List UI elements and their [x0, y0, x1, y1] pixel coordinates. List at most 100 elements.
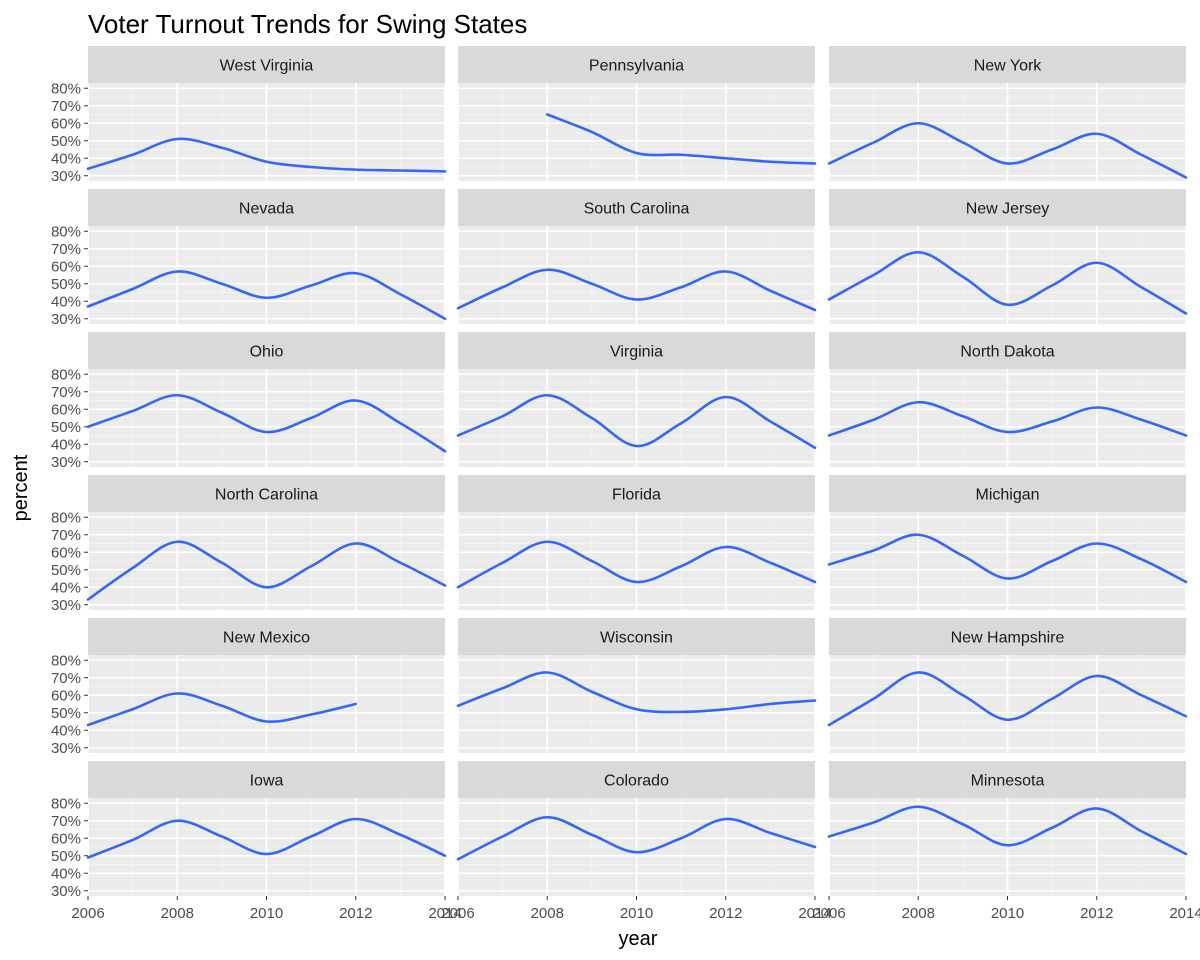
strip-background: [88, 475, 445, 512]
strip-background: [829, 761, 1186, 798]
y-tick-label: 50%: [51, 276, 81, 293]
strip-label: West Virginia: [220, 58, 314, 75]
x-tick-label: 2010: [991, 905, 1024, 922]
x-tick-label: 2012: [339, 905, 372, 922]
y-tick-label: 70%: [51, 527, 81, 544]
strip-label: Wisconsin: [600, 630, 673, 647]
y-tick-label: 40%: [51, 293, 81, 310]
facet-panel: Virginia: [456, 332, 817, 467]
strip-background: [88, 761, 445, 798]
facet-panel: North Dakota: [827, 332, 1188, 467]
facet-panel: West Virginia 30%40%50%60%70%80%: [51, 46, 447, 185]
strip-background: [829, 46, 1186, 83]
strip-background: [829, 475, 1186, 512]
y-tick-label: 40%: [51, 865, 81, 882]
x-tick-label: 2010: [250, 905, 283, 922]
strip-label: Ohio: [250, 344, 284, 361]
facet-panel: Nevada 30%40%50%60%70%80%: [51, 189, 447, 328]
facet-panel: Ohio 30%40%50%60%70%80%: [51, 332, 447, 471]
strip-label: Nevada: [239, 201, 294, 218]
facet-panel: Iowa 30%40%50%60%70%80%: [51, 761, 447, 900]
strip-label: Michigan: [975, 487, 1039, 504]
y-tick-label: 50%: [51, 562, 81, 579]
y-tick-label: 50%: [51, 419, 81, 436]
x-tick-label: 2012: [1080, 905, 1113, 922]
y-tick-label: 80%: [51, 223, 81, 240]
facet-panel: North Carolina 30%40%50%60%70%80%: [51, 475, 447, 614]
strip-label: Virginia: [610, 344, 663, 361]
strip-label: Colorado: [604, 773, 669, 790]
strip-label: Minnesota: [971, 773, 1045, 790]
y-tick-label: 80%: [51, 652, 81, 669]
facet-panel: Wisconsin: [456, 618, 817, 753]
x-tick-label: 2008: [531, 905, 564, 922]
strip-background: [88, 189, 445, 226]
x-tick-label: 2012: [709, 905, 742, 922]
strip-label: South Carolina: [584, 201, 690, 218]
y-tick-label: 70%: [51, 98, 81, 115]
facet-panel: Minnesota: [827, 761, 1188, 896]
strip-background: [458, 332, 815, 369]
y-tick-label: 30%: [51, 311, 81, 328]
facet-panel: Florida: [456, 475, 817, 610]
x-tick-label: 2008: [902, 905, 935, 922]
y-tick-label: 50%: [51, 848, 81, 865]
strip-label: New Mexico: [223, 630, 310, 647]
y-tick-label: 80%: [51, 80, 81, 97]
y-tick-label: 70%: [51, 813, 81, 830]
x-tick-label: 2014: [798, 905, 831, 922]
strip-label: Florida: [612, 487, 661, 504]
y-tick-label: 70%: [51, 384, 81, 401]
strip-background: [458, 189, 815, 226]
strip-background: [88, 618, 445, 655]
x-tick-label: 2006: [441, 905, 474, 922]
x-tick-label: 2006: [71, 905, 104, 922]
y-tick-label: 40%: [51, 579, 81, 596]
strip-background: [88, 332, 445, 369]
y-tick-label: 60%: [51, 115, 81, 132]
y-tick-label: 80%: [51, 509, 81, 526]
facet-panel: New Jersey: [827, 189, 1188, 324]
facet-panel: Pennsylvania: [457, 46, 817, 181]
x-tick-label: 2010: [620, 905, 653, 922]
strip-label: Iowa: [250, 773, 284, 790]
y-tick-label: 40%: [51, 436, 81, 453]
strip-background: [829, 618, 1186, 655]
y-tick-label: 60%: [51, 544, 81, 561]
y-tick-label: 80%: [51, 366, 81, 383]
strip-background: [829, 189, 1186, 226]
strip-label: North Dakota: [960, 344, 1054, 361]
strip-label: North Carolina: [215, 487, 318, 504]
facet-panel: Colorado: [456, 761, 817, 896]
y-tick-label: 60%: [51, 401, 81, 418]
facet-panel: New Hampshire: [827, 618, 1188, 753]
strip-label: New Hampshire: [951, 630, 1065, 647]
y-tick-label: 50%: [51, 133, 81, 150]
x-tick-label: 2014: [1169, 905, 1200, 922]
facet-panel: New Mexico 30%40%50%60%70%80%: [51, 618, 446, 757]
y-tick-label: 30%: [51, 597, 81, 614]
y-tick-label: 60%: [51, 687, 81, 704]
y-tick-label: 40%: [51, 722, 81, 739]
strip-background: [458, 46, 815, 83]
y-tick-label: 30%: [51, 883, 81, 900]
y-tick-label: 40%: [51, 150, 81, 167]
y-tick-label: 70%: [51, 241, 81, 258]
strip-background: [458, 475, 815, 512]
strip-background: [458, 761, 815, 798]
y-tick-label: 60%: [51, 258, 81, 275]
facet-panel: New York: [827, 46, 1188, 181]
y-tick-label: 30%: [51, 168, 81, 185]
strip-label: Pennsylvania: [589, 58, 684, 75]
y-tick-label: 50%: [51, 705, 81, 722]
y-tick-label: 70%: [51, 670, 81, 687]
x-axis-title: year: [619, 928, 658, 950]
x-tick-label: 2006: [812, 905, 845, 922]
y-tick-label: 30%: [51, 740, 81, 757]
chart-title: Voter Turnout Trends for Swing States: [88, 9, 527, 39]
facet-panel: South Carolina: [456, 189, 817, 324]
x-tick-label: 2008: [161, 905, 194, 922]
strip-label: New Jersey: [966, 201, 1050, 218]
